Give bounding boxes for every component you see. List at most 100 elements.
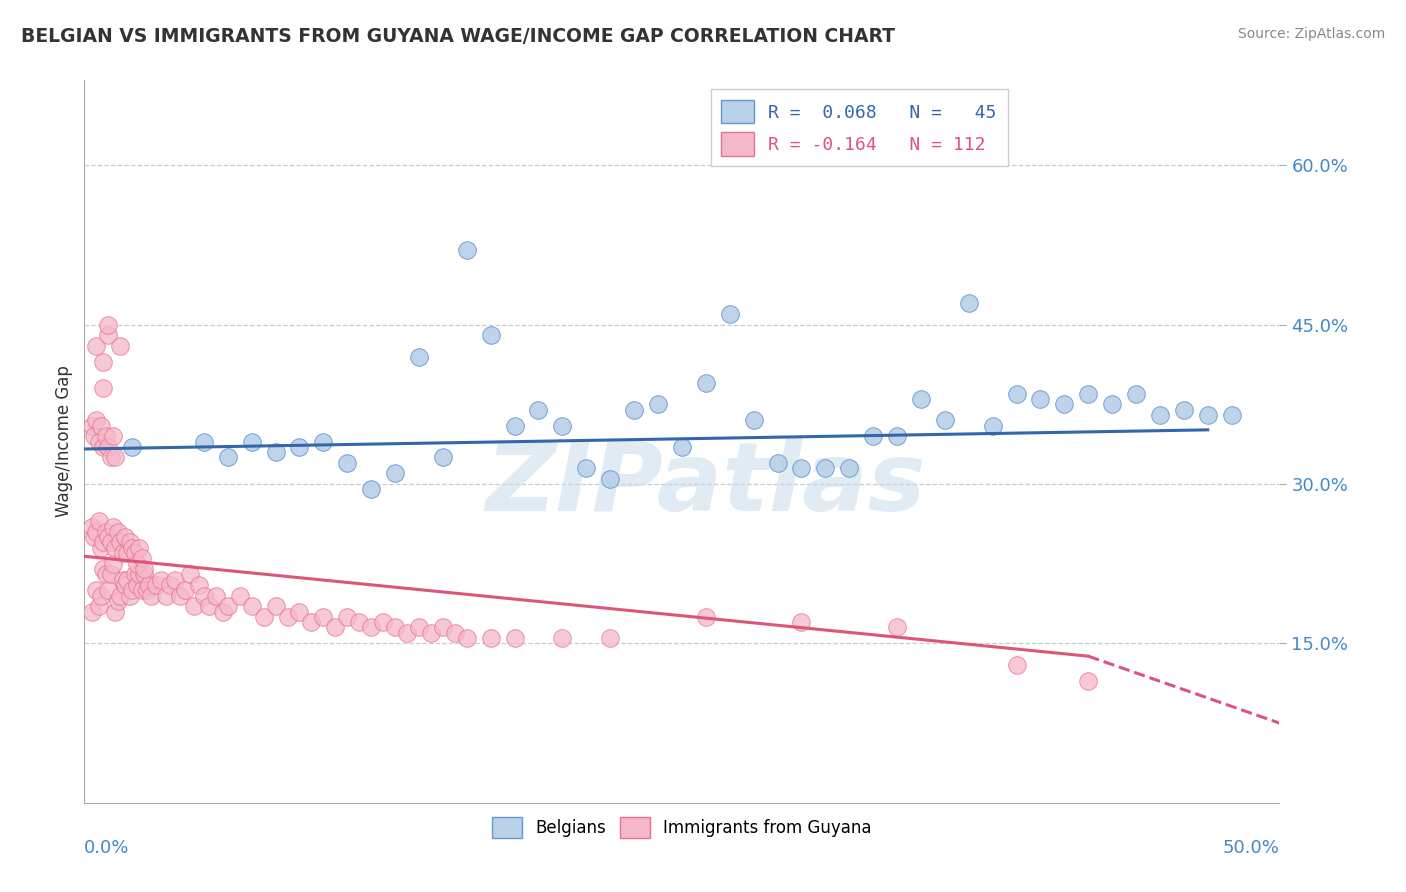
Text: 50.0%: 50.0% (1223, 838, 1279, 857)
Point (100, 535, 122, 549)
Point (124, 567, 146, 582)
Point (742, 413, 765, 427)
Point (121, 440, 143, 454)
Point (90, 541, 112, 555)
Point (599, 472, 621, 486)
Point (253, 610, 276, 624)
Point (193, 589, 215, 603)
Point (647, 397, 669, 411)
Point (479, 328, 502, 343)
Point (149, 573, 172, 587)
Text: 0.0%: 0.0% (84, 838, 129, 857)
Point (240, 599, 263, 614)
Point (111, 573, 134, 587)
Point (87, 599, 110, 614)
Point (456, 631, 478, 645)
Point (217, 450, 239, 465)
Text: Source: ZipAtlas.com: Source: ZipAtlas.com (1237, 27, 1385, 41)
Point (93, 440, 115, 454)
Point (169, 589, 191, 603)
Point (155, 589, 177, 603)
Point (128, 541, 150, 555)
Point (718, 307, 741, 321)
Point (80, 418, 103, 433)
Point (107, 594, 129, 608)
Point (107, 524, 129, 539)
Point (886, 429, 908, 443)
Point (114, 578, 136, 592)
Point (671, 440, 693, 454)
Point (131, 551, 153, 566)
Point (86, 524, 108, 539)
Point (1053, 397, 1076, 411)
Point (503, 418, 526, 433)
Point (503, 631, 526, 645)
Point (264, 599, 287, 614)
Point (141, 589, 163, 603)
Point (1125, 386, 1147, 401)
Point (862, 429, 884, 443)
Point (205, 589, 228, 603)
Point (301, 615, 323, 630)
Point (183, 599, 205, 614)
Point (336, 456, 359, 470)
Point (80, 519, 103, 533)
Point (110, 339, 132, 353)
Point (479, 631, 502, 645)
Point (384, 620, 406, 634)
Point (94, 567, 117, 582)
Point (312, 610, 335, 624)
Point (128, 567, 150, 582)
Point (384, 467, 406, 481)
Point (188, 578, 211, 592)
Point (104, 541, 127, 555)
Point (100, 567, 122, 582)
Point (87, 514, 110, 528)
Point (80, 605, 103, 619)
Point (217, 599, 239, 614)
Point (125, 557, 148, 571)
Point (420, 625, 443, 640)
Point (325, 620, 347, 634)
Point (551, 418, 574, 433)
Point (934, 413, 956, 427)
Point (599, 631, 621, 645)
Point (114, 530, 136, 544)
Point (110, 589, 132, 603)
Point (695, 376, 717, 390)
Point (527, 402, 550, 417)
Point (111, 546, 134, 560)
Point (97, 530, 120, 544)
Point (159, 578, 181, 592)
Point (193, 434, 215, 449)
Point (264, 445, 287, 459)
Point (93, 381, 115, 395)
Point (97, 440, 120, 454)
Point (360, 483, 382, 497)
Point (132, 567, 156, 582)
Point (165, 573, 187, 587)
Point (124, 546, 146, 560)
Point (104, 450, 127, 465)
Point (212, 605, 235, 619)
Point (121, 541, 143, 555)
Point (101, 557, 124, 571)
Point (456, 244, 478, 258)
Point (408, 350, 430, 364)
Point (145, 578, 167, 592)
Point (101, 519, 124, 533)
Point (240, 434, 263, 449)
Point (432, 450, 454, 465)
Point (110, 535, 132, 549)
Point (1197, 408, 1219, 422)
Point (93, 355, 115, 369)
Point (790, 615, 813, 630)
Point (87, 434, 110, 449)
Point (1005, 657, 1028, 672)
Point (86, 339, 108, 353)
Point (1005, 386, 1028, 401)
Point (90, 418, 112, 433)
Point (575, 461, 598, 475)
Point (125, 578, 148, 592)
Point (93, 535, 115, 549)
